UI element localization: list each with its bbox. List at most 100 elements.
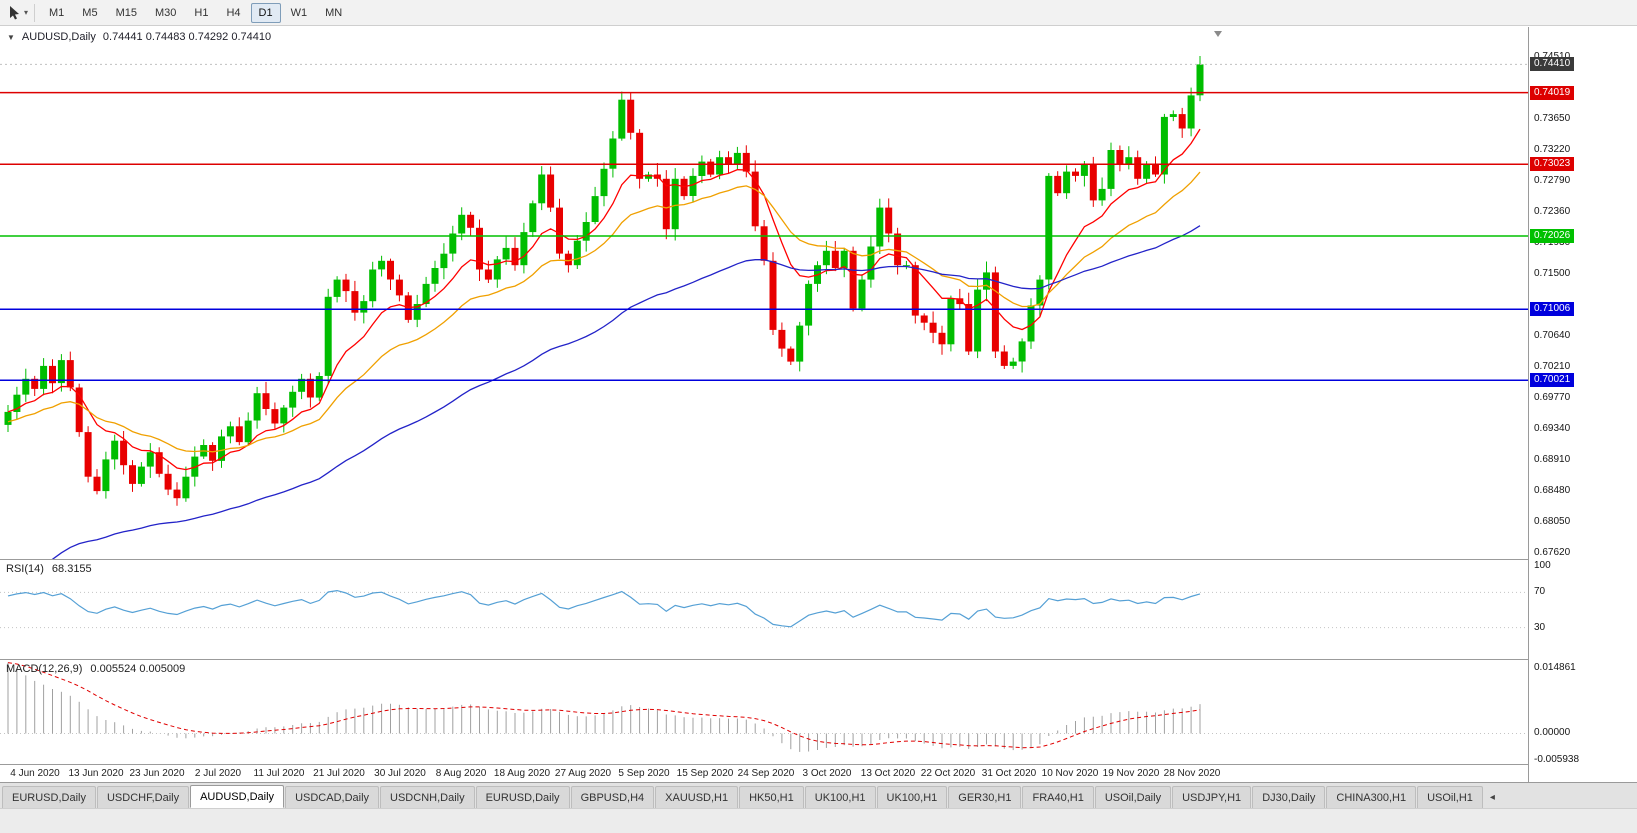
candle-body [218, 436, 225, 461]
candle-body [1063, 171, 1071, 194]
price-tick-label: 0.68050 [1534, 516, 1571, 527]
candle-body [662, 178, 670, 230]
chart-tab-usdcad-daily[interactable]: USDCAD,Daily [285, 786, 380, 808]
price-tick-label: 0.70210 [1534, 361, 1571, 372]
chart-tab-china300-h1[interactable]: CHINA300,H1 [1326, 786, 1417, 808]
candle-body [66, 360, 74, 388]
rsi-scale-label: 100 [1534, 560, 1551, 571]
panel-splitter[interactable] [0, 659, 1637, 660]
timeframe-button-m1[interactable]: M1 [49, 6, 65, 19]
candle-body [502, 247, 510, 260]
candle-body [974, 289, 982, 352]
candle-body [947, 298, 955, 345]
date-label: 10 Nov 2020 [1041, 768, 1099, 779]
macd-indicator-canvas[interactable] [0, 660, 1528, 764]
candle-body [965, 304, 973, 352]
chart-tab-eurusd-daily[interactable]: EURUSD,Daily [475, 786, 570, 808]
date-label: 30 Jul 2020 [374, 768, 426, 779]
timeframe-button-m5[interactable]: M5 [82, 6, 98, 19]
timeframe-button-m30[interactable]: M30 [154, 6, 177, 19]
toolbar-dropdown-icon[interactable]: ▾ [24, 8, 29, 17]
chart-tab-usdchf-daily[interactable]: USDCHF,Daily [96, 786, 190, 808]
candle-body [40, 365, 48, 389]
candle-body [582, 222, 590, 241]
ma-fast-line [7, 128, 1201, 471]
chart-tab-usdjpy-h1[interactable]: USDJPY,H1 [1172, 786, 1252, 808]
candle-body [351, 291, 359, 313]
date-label: 28 Nov 2020 [1163, 768, 1221, 779]
panel-splitter[interactable] [0, 764, 1637, 765]
chart-tab-eurusd-daily[interactable]: EURUSD,Daily [2, 786, 96, 808]
chart-tab-ger30-h1[interactable]: GER30,H1 [948, 786, 1022, 808]
chart-tab-uk100-h1[interactable]: UK100,H1 [876, 786, 948, 808]
tab-scroll-left-icon[interactable]: ◂ [1489, 791, 1495, 803]
timeframe-button-h1[interactable]: H1 [194, 6, 209, 19]
candle-body [1072, 171, 1079, 176]
date-label: 21 Jul 2020 [313, 768, 365, 779]
chart-tab-usdcnh-daily[interactable]: USDCNH,Daily [380, 786, 475, 808]
chart-tab-fra40-h1[interactable]: FRA40,H1 [1022, 786, 1094, 808]
candle-body [529, 203, 537, 233]
candle-body [120, 440, 128, 466]
timeframe-button-h4[interactable]: H4 [226, 6, 241, 19]
date-label: 23 Jun 2020 [129, 768, 185, 779]
candle-body [547, 174, 555, 208]
price-tick-label: 0.69340 [1534, 423, 1571, 434]
panel-splitter[interactable] [0, 559, 1637, 560]
macd-scale-label: -0.005938 [1534, 754, 1580, 765]
chart-tab-audusd-daily[interactable]: AUDUSD,Daily [190, 785, 285, 808]
candle-body [75, 387, 83, 433]
chart-tab-xauusd-h1[interactable]: XAUUSD,H1 [655, 786, 739, 808]
date-label: 15 Sep 2020 [676, 768, 734, 779]
candle-body [458, 214, 466, 234]
candle-body [858, 279, 866, 309]
candle-body [627, 99, 635, 133]
candle-body [1160, 116, 1168, 175]
date-label: 27 Aug 2020 [554, 768, 612, 779]
chart-tab-hk50-h1[interactable]: HK50,H1 [739, 786, 804, 808]
cursor-tool-icon[interactable] [6, 4, 24, 22]
candle-body [769, 260, 777, 330]
date-axis: 4 Jun 2020 13 Jun 2020 23 Jun 2020 2 Jul 20… [0, 765, 1528, 782]
candle-body [369, 269, 377, 302]
chart-tab-usoil-daily[interactable]: USOil,Daily [1094, 786, 1172, 808]
candle-body [342, 279, 350, 292]
candle-body [716, 157, 724, 175]
chart-shift-icon[interactable] [1214, 31, 1222, 37]
macd-scale-label: 0.014861 [1534, 662, 1576, 673]
timeframe-button-mn[interactable]: MN [325, 6, 343, 19]
candle-body [1196, 64, 1204, 96]
chart-tab-dj30-daily[interactable]: DJ30,Daily [1252, 786, 1326, 808]
timeframe-button-m15[interactable]: M15 [115, 6, 137, 19]
candle-body [760, 226, 768, 261]
candle-body [31, 378, 39, 389]
chart-collapse-icon[interactable]: ▼ [7, 32, 15, 42]
candle-body [4, 411, 12, 425]
candle-body [1125, 157, 1133, 165]
date-label: 4 Jun 2020 [10, 768, 60, 779]
candle-body [751, 171, 759, 227]
timeframe-buttons-group: M1 M5 M15 M30 H1 H4 D1 W1 MN [41, 2, 350, 23]
rsi-indicator-canvas[interactable] [0, 560, 1528, 659]
candle-body [778, 329, 786, 349]
current-price-box: 0.74410 [1530, 57, 1575, 71]
candle-body [867, 246, 875, 280]
price-chart-canvas[interactable] [0, 27, 1528, 559]
candle-body [387, 260, 394, 280]
candle-body [209, 445, 217, 461]
chart-tab-gbpusd-h4[interactable]: GBPUSD,H4 [570, 786, 655, 808]
date-label: 13 Oct 2020 [860, 768, 916, 779]
candle-body [324, 296, 332, 376]
candle-body [440, 253, 448, 269]
chart-tab-usoil-h1[interactable]: USOil,H1 [1417, 786, 1483, 808]
candle-body [467, 214, 475, 228]
date-label: 2 Jul 2020 [194, 768, 242, 779]
timeframe-button-d1[interactable]: D1 [250, 2, 281, 23]
candle-body [262, 393, 270, 409]
chart-tab-uk100-h1[interactable]: UK100,H1 [804, 786, 876, 808]
candle-body [600, 168, 608, 197]
timeframe-button-w1[interactable]: W1 [290, 6, 308, 19]
ma-slow-line [51, 225, 1201, 559]
candle-body [1045, 175, 1053, 280]
candle-body [805, 283, 813, 326]
